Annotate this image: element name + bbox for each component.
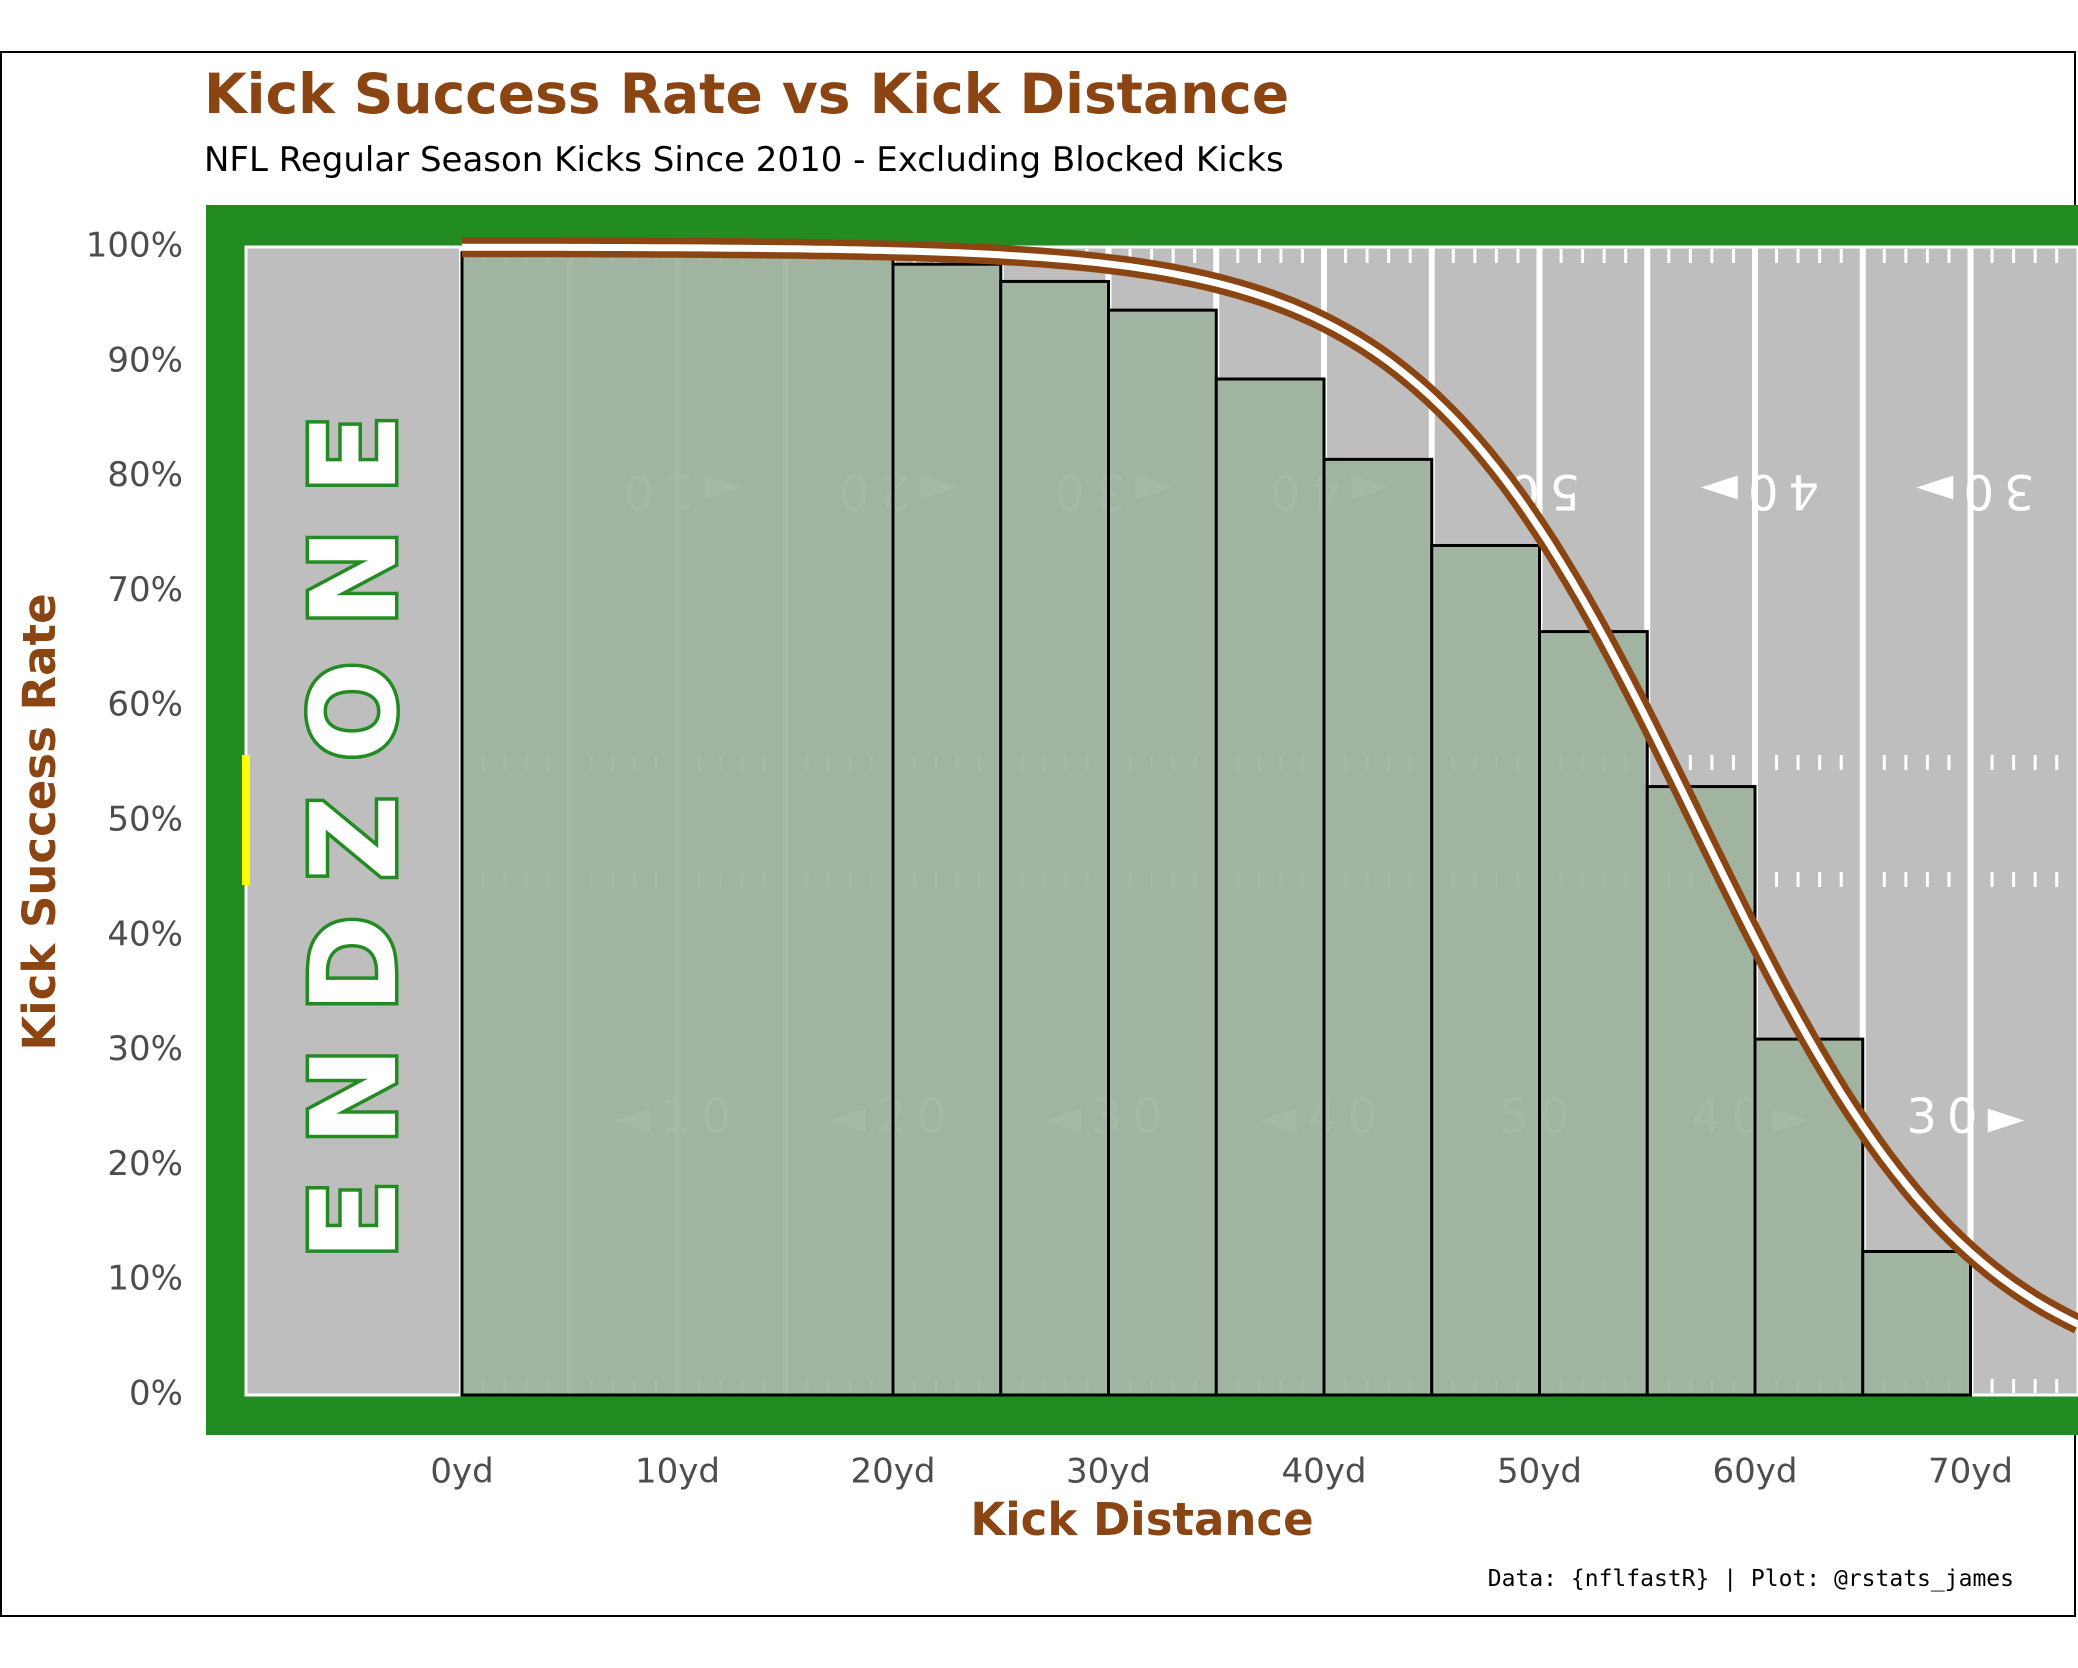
yard-number-top: 30► [1907,463,2035,519]
bar [1538,630,1649,1397]
y-tick-label: 30% [107,1029,183,1069]
yard-line-marker [242,755,250,885]
y-tick-label: 90% [107,340,183,380]
bar [1107,308,1218,1397]
bars [460,251,1972,1397]
y-tick-label: 50% [107,800,183,840]
fit-curve [462,237,2078,1334]
bar [1214,377,1326,1397]
fit-curve-inner [462,243,2078,1328]
y-tick-label: 0% [129,1374,183,1414]
caption: Data: {nflfastR} | Plot: @rstats_james [1487,1566,2014,1592]
x-tick-label: 20yd [851,1452,936,1492]
bar [1322,457,1434,1397]
x-tick-label: 30yd [1066,1452,1151,1492]
x-tick-label: 10yd [635,1452,720,1492]
chart-title: Kick Success Rate vs Kick Distance [204,62,1290,126]
x-tick-label: 60yd [1713,1452,1798,1492]
y-tick-label: 10% [107,1259,183,1299]
bar [1861,1250,1972,1397]
y-tick-label: 60% [107,685,183,725]
x-tick-label: 50yd [1497,1452,1582,1492]
x-tick-label: 40yd [1282,1452,1367,1492]
y-tick-label: 20% [107,1144,183,1184]
yard-number-bottom: 30► [1907,1089,2035,1145]
endzone: ENDZONE [242,376,427,1264]
chart-subtitle: NFL Regular Season Kicks Since 2010 - Ex… [204,140,1284,180]
y-tick-label: 80% [107,455,183,495]
bar [999,279,1110,1397]
bar [891,262,1003,1397]
x-tick-label: 70yd [1928,1452,2013,1492]
yard-number-top: 40► [1691,463,1819,519]
bar [1645,785,1757,1397]
endzone-text: ENDZONE [285,380,423,1261]
x-axis-title: Kick Distance [970,1493,1313,1546]
bar [460,251,895,1397]
y-tick-label: 70% [107,570,183,610]
x-tick-label: 0yd [430,1452,493,1492]
axes: 0% 10% 20% 30% 40% 50% 60% 70% 80% 90% 100% 0yd 10yd… [13,226,2013,1547]
y-tick-label: 100% [86,226,183,266]
y-axis-title: Kick Success Rate [13,593,66,1050]
bar [1430,543,1541,1397]
y-tick-label: 40% [107,914,183,954]
